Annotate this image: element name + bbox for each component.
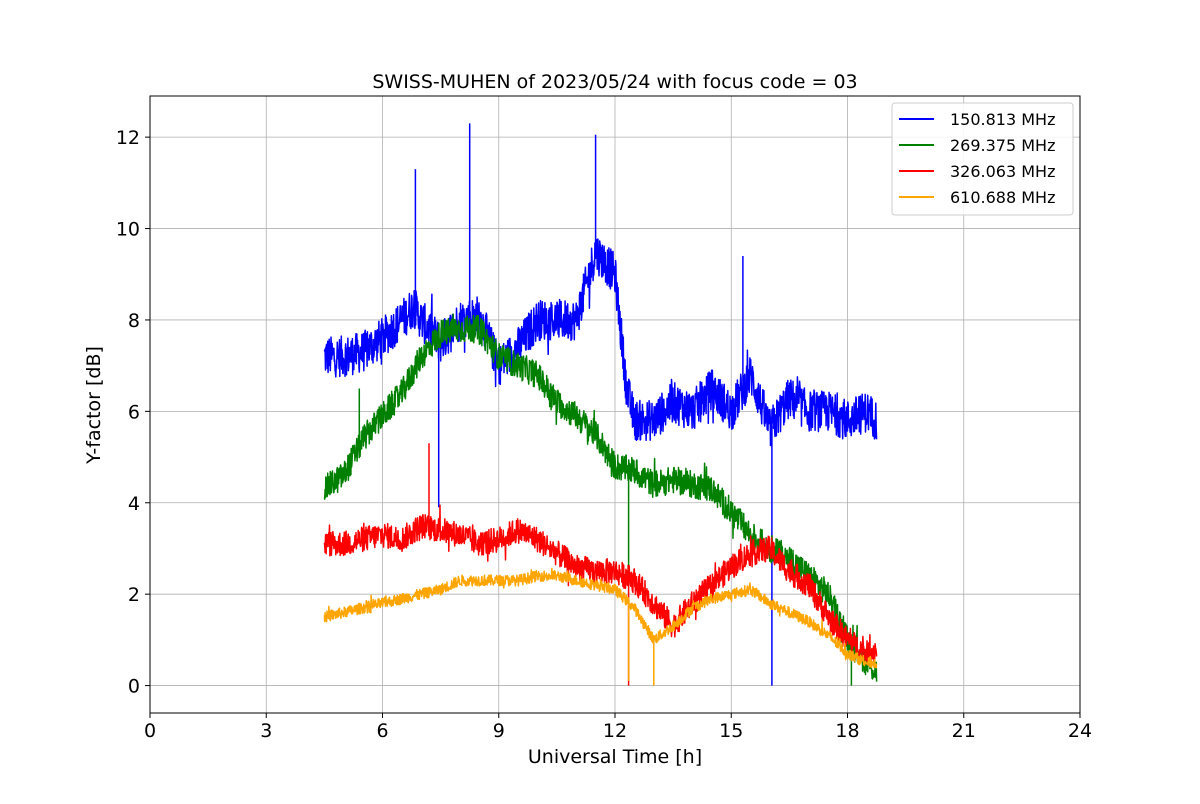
x-tick-label: 0: [144, 720, 156, 742]
x-tick-label: 21: [952, 720, 976, 742]
x-axis-label: Universal Time [h]: [528, 746, 702, 768]
x-tick-label: 18: [835, 720, 859, 742]
x-tick-label: 24: [1068, 720, 1092, 742]
series-lines: [323, 123, 878, 686]
series-line-0: [323, 123, 878, 686]
y-tick-label: 8: [128, 310, 140, 332]
legend-label: 150.813 MHz: [950, 110, 1055, 129]
y-tick-label: 10: [116, 219, 140, 241]
y-tick-label: 4: [128, 493, 140, 515]
legend: 150.813 MHz 269.375 MHz 326.063 MHz 610.688…: [891, 102, 1074, 216]
legend-items: 150.813 MHz 269.375 MHz 326.063 MHz 610.688…: [899, 110, 1055, 207]
y-tick-label: 12: [116, 127, 140, 149]
series-line-3: [323, 567, 878, 686]
y-tick-label: 2: [128, 584, 140, 606]
x-tick-label: 6: [376, 720, 388, 742]
legend-label: 610.688 MHz: [950, 188, 1055, 207]
x-tick-label: 3: [260, 720, 272, 742]
legend-label: 326.063 MHz: [950, 162, 1055, 181]
x-tick-label: 15: [719, 720, 743, 742]
legend-box: [891, 102, 1074, 216]
x-tick-label: 9: [493, 720, 505, 742]
y-tick-label: 0: [128, 676, 140, 698]
series-line-1: [323, 313, 878, 686]
y-axis-label: Y-factor [dB]: [83, 346, 105, 465]
chart-title: SWISS-MUHEN of 2023/05/24 with focus cod…: [372, 71, 857, 93]
legend-label: 269.375 MHz: [950, 136, 1055, 155]
x-tick-label: 12: [603, 720, 627, 742]
y-tick-label: 6: [128, 401, 140, 423]
